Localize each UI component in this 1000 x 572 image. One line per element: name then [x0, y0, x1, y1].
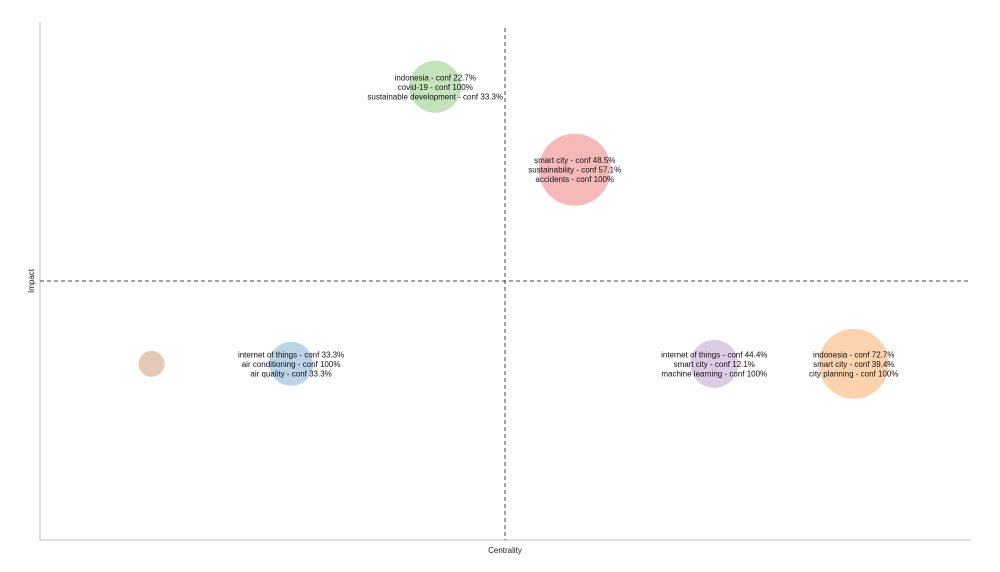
- bubble-label: accidents - conf 100%: [535, 175, 614, 184]
- bubble-label: covid-19 - conf 100%: [398, 83, 473, 92]
- bubble-label: smart city - conf 12.1%: [674, 360, 755, 369]
- bubble: [690, 339, 739, 388]
- bubble-label: indonesia - conf 72.7%: [813, 350, 894, 359]
- bubble-label: city planning - conf 100%: [809, 369, 898, 378]
- bubble-label: sustainability - conf 57.1%: [528, 166, 621, 175]
- y-axis-label: Impact: [27, 268, 36, 293]
- bubble-label: air quality - conf 33.3%: [250, 369, 331, 378]
- bubble-label: internet of things - conf 33.3%: [238, 350, 344, 359]
- x-axis-label: Centrality: [488, 546, 522, 555]
- bubble: [818, 328, 889, 399]
- bubble-label: air conditioning - conf 100%: [242, 360, 341, 369]
- bubble-label: smart city - conf 48.5%: [534, 156, 615, 165]
- bubble-label: smart city - conf 39.4%: [813, 360, 894, 369]
- bubble-label: machine learning - conf 100%: [661, 369, 767, 378]
- bubble: [538, 133, 611, 206]
- bubble-label: sustainable development - conf 33.3%: [367, 92, 503, 101]
- bubble-label: internet of things - conf 44.4%: [661, 350, 767, 359]
- bubble-labels: indonesia - conf 22.7%covid-19 - conf 10…: [238, 73, 898, 378]
- quadrant-lines: [40, 28, 970, 540]
- bubbles: [138, 60, 889, 399]
- bubble: [409, 60, 462, 113]
- bubble-label: indonesia - conf 22.7%: [395, 73, 476, 82]
- bubble: [269, 341, 314, 386]
- bubble: [138, 350, 165, 377]
